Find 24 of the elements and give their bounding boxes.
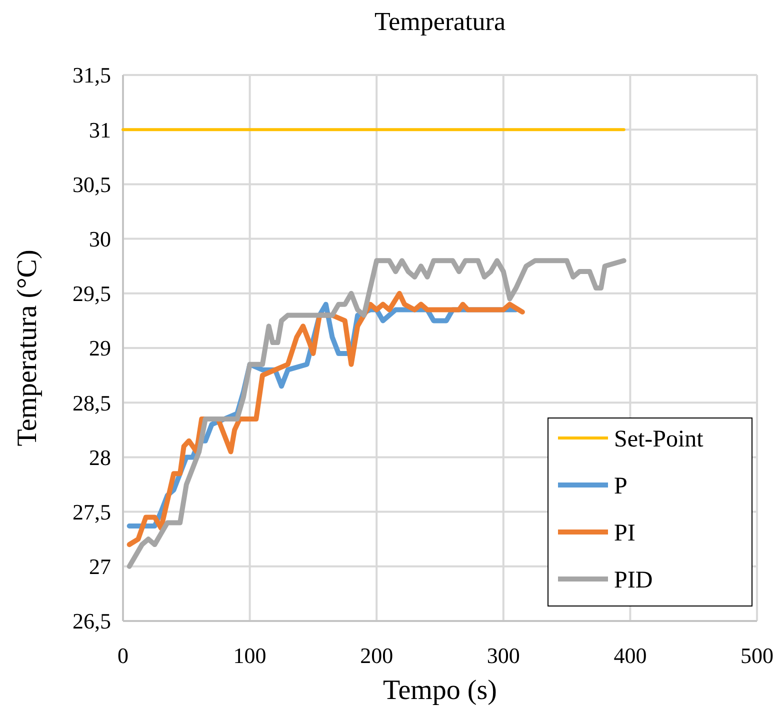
y-tick-label: 29,5 — [72, 281, 111, 306]
y-tick-label: 31 — [89, 117, 111, 142]
x-tick-label: 0 — [118, 643, 128, 668]
x-tick-label: 300 — [486, 643, 520, 668]
y-tick-label: 30 — [89, 226, 111, 252]
y-tick-label: 26,5 — [72, 608, 111, 634]
y-tick-label: 28,5 — [72, 390, 111, 416]
legend-label: PID — [614, 567, 653, 594]
chart-title: Temperatura — [374, 7, 506, 36]
x-axis-title: Tempo (s) — [383, 675, 497, 706]
x-tick-label: 400 — [614, 643, 647, 668]
y-tick-label: 31,5 — [72, 62, 111, 88]
y-tick-label: 27 — [89, 554, 111, 580]
y-tick-label: 28 — [89, 444, 111, 470]
x-tick-label: 500 — [740, 643, 774, 668]
x-tick-label: 200 — [360, 643, 394, 668]
y-tick-label: 30,5 — [72, 172, 111, 197]
x-tick-label: 100 — [233, 643, 266, 668]
y-tick-label: 29 — [89, 336, 111, 361]
legend-label: Set-Point — [614, 426, 704, 452]
y-tick-label: 27,5 — [72, 500, 111, 524]
y-axis-title: Temperatura (°C) — [12, 250, 43, 446]
legend-label: PI — [614, 520, 636, 546]
legend-label: P — [614, 473, 628, 500]
